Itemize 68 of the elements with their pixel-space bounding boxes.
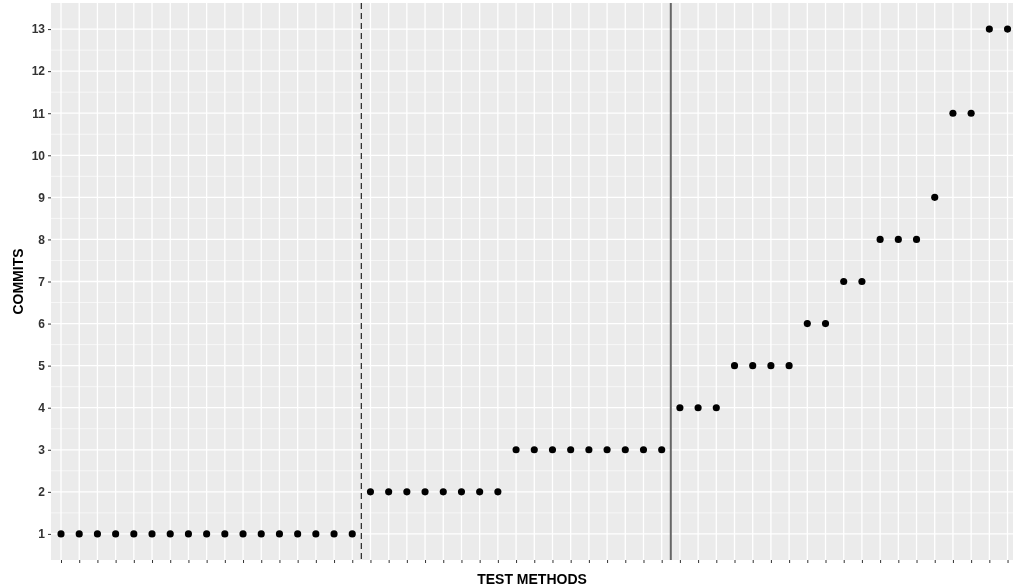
y-tick-label: 9 [38, 190, 46, 205]
point [803, 320, 811, 328]
point [749, 362, 757, 370]
y-tick-label: 10 [31, 148, 46, 163]
y-tick-label: 6 [38, 316, 46, 331]
point [130, 530, 138, 538]
y-tick-label: 13 [31, 22, 46, 37]
point [949, 109, 957, 117]
point [512, 446, 520, 454]
point [275, 530, 284, 538]
point [75, 530, 83, 538]
point [694, 404, 702, 412]
point [876, 235, 884, 243]
point [530, 446, 538, 454]
y-tick-label: 7 [38, 274, 46, 289]
point [294, 530, 302, 538]
point [967, 109, 975, 117]
point [1003, 25, 1012, 33]
point [912, 235, 921, 243]
point [730, 362, 739, 370]
y-tick-label: 11 [32, 106, 46, 121]
point [548, 446, 557, 454]
point [567, 446, 575, 454]
point [348, 530, 356, 538]
point [585, 446, 593, 454]
point [166, 530, 174, 538]
point [184, 530, 192, 538]
point [330, 530, 338, 538]
y-tick-label: 2 [38, 485, 46, 500]
point [148, 530, 156, 538]
point [931, 193, 939, 201]
point [385, 488, 393, 496]
point [658, 446, 666, 454]
x-axis-title: TEST METHODS [477, 571, 587, 587]
y-tick-label: 8 [38, 232, 46, 247]
point [840, 277, 848, 286]
point [93, 530, 101, 538]
point [239, 530, 247, 538]
point [366, 488, 375, 496]
point [112, 530, 120, 538]
point [676, 404, 684, 412]
point [712, 404, 720, 412]
point [767, 362, 775, 370]
point [494, 488, 502, 496]
point [894, 235, 902, 243]
point [312, 530, 320, 538]
point [985, 25, 993, 33]
y-tick-label: 4 [38, 401, 46, 416]
point [785, 362, 793, 370]
point [221, 530, 229, 538]
point [57, 530, 65, 538]
y-tick-label: 12 [31, 64, 46, 79]
point [621, 446, 629, 454]
point [639, 446, 648, 454]
point [403, 488, 411, 496]
y-tick-label: 5 [38, 358, 46, 373]
point [257, 530, 265, 538]
point [421, 488, 429, 496]
point [821, 320, 830, 328]
point [439, 488, 447, 496]
point [858, 277, 866, 286]
point [476, 488, 484, 496]
y-axis-title: COMMITS [10, 248, 26, 315]
point [203, 530, 211, 538]
point [457, 488, 466, 496]
y-tick-label: 1 [38, 527, 46, 542]
y-tick-label: 3 [38, 443, 46, 458]
point [603, 446, 611, 454]
